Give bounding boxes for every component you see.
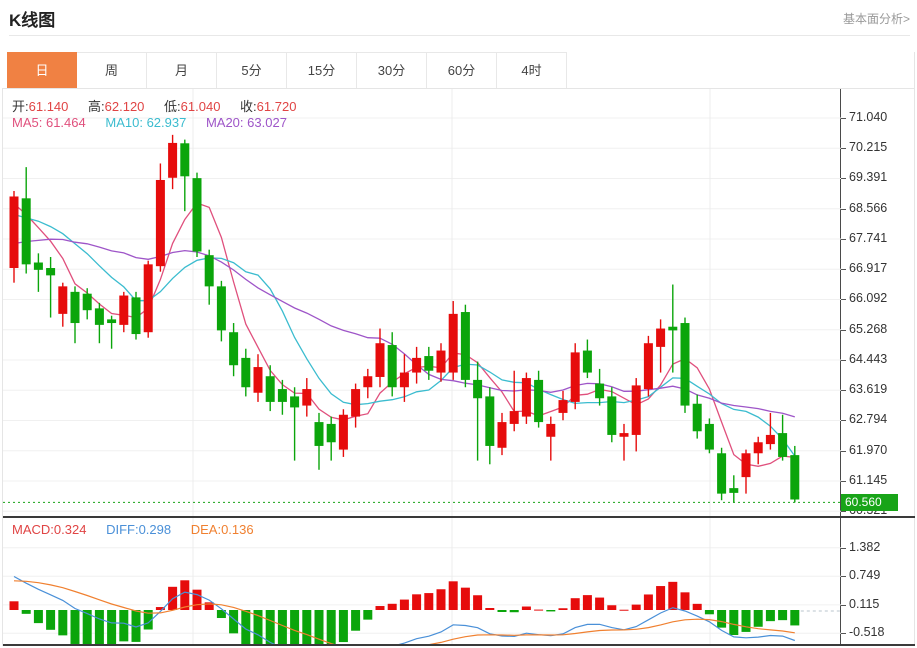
high-label: 高: <box>88 99 105 114</box>
macd-axis-label-1: 0.749 <box>849 568 881 582</box>
high-value: 62.120 <box>104 99 145 114</box>
price-axis-line <box>840 89 841 644</box>
ma20-value: 63.027 <box>247 115 287 130</box>
period-tab-bar: 日周月 5分 15分 30分 60分 4时 <box>7 52 567 89</box>
current-price-badge: 60.560 <box>841 494 898 511</box>
price-axis-label-3: 68.566 <box>849 201 888 215</box>
macd-axis-label-1-tick <box>841 576 846 577</box>
close-value: 61.720 <box>256 99 297 114</box>
macd-axis-label-2-tick <box>841 605 846 606</box>
price-axis-label-13-tick <box>841 511 846 512</box>
ma5-value: 61.464 <box>45 115 86 130</box>
price-axis-label-0-tick <box>841 118 846 119</box>
ma20-label: MA20: <box>205 115 244 130</box>
price-axis-label-1-tick <box>841 148 846 149</box>
price-axis-label-5: 66.917 <box>849 261 888 275</box>
price-axis-label-2-tick <box>841 178 846 179</box>
price-axis-label-1: 70.215 <box>849 140 888 154</box>
price-axis-label-10-tick <box>841 420 846 421</box>
dea-label: DEA: <box>190 522 222 537</box>
price-axis-label-4: 67.741 <box>849 231 888 245</box>
tab-week[interactable]: 周 <box>77 52 147 89</box>
ma-legend: MA5: 61.464 MA10: 62.937 MA20: 63.027 <box>12 115 303 130</box>
diff-value: 0.298 <box>138 522 172 537</box>
page-title: K线图 <box>9 11 56 30</box>
price-axis-label-8-tick <box>841 360 846 361</box>
diff-label: DIFF: <box>106 522 139 537</box>
tab-30min[interactable]: 30分 <box>357 52 427 89</box>
dea-value: 0.136 <box>221 522 254 537</box>
price-axis-label-3-tick <box>841 209 846 210</box>
price-axis-label-9-tick <box>841 390 846 391</box>
title-divider <box>9 35 910 36</box>
low-value: 61.040 <box>180 99 221 114</box>
price-axis-label-11: 61.970 <box>849 443 888 457</box>
tab-15min[interactable]: 15分 <box>287 52 357 89</box>
macd-value: 0.324 <box>53 522 87 537</box>
low-label: 低: <box>164 99 181 114</box>
price-axis-label-6: 66.092 <box>849 291 888 305</box>
fundamental-analysis-link[interactable]: 基本面分析> <box>842 12 910 26</box>
price-axis-label-12: 61.145 <box>849 473 888 487</box>
price-axis-label-12-tick <box>841 481 846 482</box>
tab-4hour[interactable]: 4时 <box>497 52 567 89</box>
ohlc-legend: 开:61.140 高:62.120 低:61.040 收:61.720 <box>12 96 312 115</box>
price-axis-label-2: 69.391 <box>849 170 888 184</box>
chart-top-border <box>3 88 915 89</box>
ma10-value: 62.937 <box>146 115 187 130</box>
tab-month[interactable]: 月 <box>147 52 217 89</box>
price-axis-label-4-tick <box>841 239 846 240</box>
macd-legend: MACD:0.324 DIFF:0.298 DEA:0.136 <box>12 522 270 537</box>
price-axis-label-10: 62.794 <box>849 412 888 426</box>
price-axis-label-5-tick <box>841 269 846 270</box>
macd-axis-label-0: 1.382 <box>849 540 881 554</box>
candlestick-chart-canvas[interactable] <box>3 89 841 516</box>
open-value: 61.140 <box>28 99 69 114</box>
macd-axis-label-2: 0.115 <box>849 597 880 611</box>
price-axis-label-8: 64.443 <box>849 352 888 366</box>
close-label: 收: <box>240 99 257 114</box>
price-axis-label-11-tick <box>841 451 846 452</box>
tab-day[interactable]: 日 <box>7 52 77 89</box>
tab-60min[interactable]: 60分 <box>427 52 497 89</box>
macd-label: MACD: <box>12 522 54 537</box>
price-axis-label-7: 65.268 <box>849 322 888 336</box>
tab-5min[interactable]: 5分 <box>217 52 287 89</box>
chart-left-border <box>2 88 3 646</box>
panel-divider <box>3 516 915 518</box>
price-axis-label-0: 71.040 <box>849 110 888 124</box>
chart-right-border <box>914 52 915 646</box>
price-axis-label-6-tick <box>841 299 846 300</box>
ma5-label: MA5: <box>12 115 43 130</box>
price-axis-label-7-tick <box>841 330 846 331</box>
ma10-label: MA10: <box>105 115 143 130</box>
open-label: 开: <box>12 99 29 114</box>
macd-axis-label-3-tick <box>841 633 846 634</box>
macd-chart-canvas[interactable] <box>3 518 841 644</box>
macd-axis-label-3: -0.518 <box>849 625 885 639</box>
price-axis-label-9: 63.619 <box>849 382 888 396</box>
macd-axis-label-0-tick <box>841 548 846 549</box>
chart-bottom-border <box>3 644 915 646</box>
